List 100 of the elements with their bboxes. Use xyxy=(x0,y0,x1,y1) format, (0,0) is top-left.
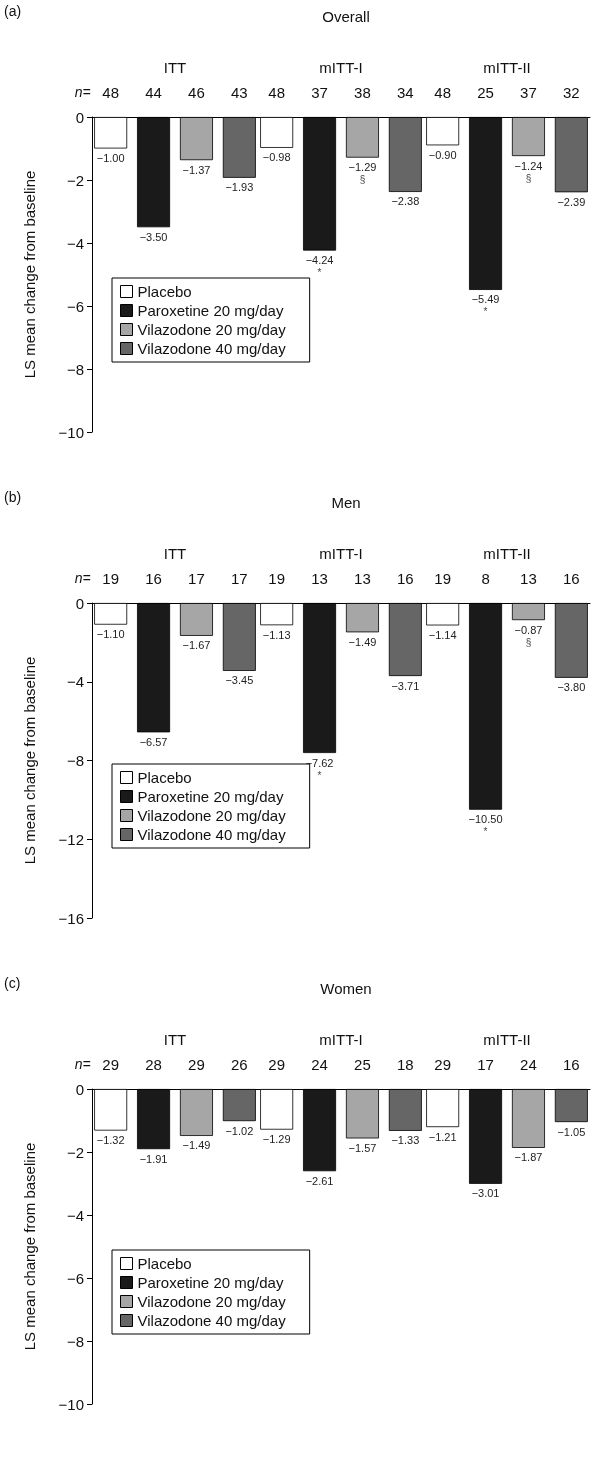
text: 24 xyxy=(520,1056,537,1073)
x-tick-label: mITT-II xyxy=(483,59,531,76)
data-label: −1.32 xyxy=(96,1134,125,1147)
text: 13 xyxy=(520,570,537,587)
y-tick-label: −16 xyxy=(58,909,84,927)
data-label: −1.49 xyxy=(182,1139,211,1152)
text: 17 xyxy=(477,1056,494,1073)
data-label: −1.29 xyxy=(348,161,377,174)
y-tick-label: −6 xyxy=(66,1269,84,1287)
text: 26 xyxy=(231,1056,248,1073)
data-label: −1.00 xyxy=(96,152,125,164)
text: 24 xyxy=(311,1056,328,1073)
data-label: −1.10 xyxy=(96,628,125,641)
text: 48 xyxy=(268,84,285,101)
x-tick-label: mITT-II xyxy=(483,1031,531,1048)
text: (b) xyxy=(4,489,22,505)
data-label: −4.24 xyxy=(305,254,334,267)
text: 13 xyxy=(354,570,371,587)
annotation: § xyxy=(525,636,532,648)
chart-title: Overall xyxy=(322,8,370,25)
legend-label: Vilazodone 20 mg/day xyxy=(137,1293,287,1310)
data-label: −6.57 xyxy=(139,735,168,748)
x-tick-label: mITT-I xyxy=(319,545,363,562)
text: (c) xyxy=(4,975,21,991)
data-label: −2.39 xyxy=(557,195,586,208)
text: 29 xyxy=(268,1056,285,1073)
text: 43 xyxy=(231,84,248,101)
y-tick-label: −8 xyxy=(66,1332,84,1350)
y-tick-label: −4 xyxy=(66,673,84,691)
data-label: −1.29 xyxy=(262,1133,291,1146)
data-label: −1.93 xyxy=(225,181,254,194)
text: 25 xyxy=(354,1056,371,1073)
legend-label: Vilazodone 20 mg/day xyxy=(137,321,287,338)
y-tick-label: −2 xyxy=(66,1143,84,1161)
data-label: −1.91 xyxy=(139,1152,168,1165)
y-tick-label: −10 xyxy=(58,1395,84,1413)
chart-title: Women xyxy=(320,980,372,997)
y-tick-label: −8 xyxy=(66,752,84,769)
legend-label: Placebo xyxy=(137,769,192,786)
text: 25 xyxy=(477,84,494,101)
data-label: −1.14 xyxy=(428,628,457,641)
annotation: * xyxy=(317,769,322,781)
data-label: −3.80 xyxy=(557,681,586,694)
y-axis-title: LS mean change from baseline xyxy=(21,1142,38,1351)
text: n= xyxy=(74,570,91,586)
data-label: −3.50 xyxy=(139,230,168,243)
text: 29 xyxy=(434,1056,451,1073)
legend-label: Vilazodone 40 mg/day xyxy=(137,826,287,843)
y-tick-label: 0 xyxy=(75,594,84,612)
text: n= xyxy=(74,1056,91,1072)
text: 37 xyxy=(520,84,537,101)
legend-label: Placebo xyxy=(137,283,192,300)
y-axis-title: LS mean change from baseline xyxy=(21,656,38,865)
data-label: −1.02 xyxy=(225,1124,254,1137)
annotation: * xyxy=(317,267,322,279)
data-label: −2.38 xyxy=(391,195,420,208)
data-label: −1.87 xyxy=(514,1151,543,1164)
data-label: −1.13 xyxy=(262,628,291,641)
data-label: −3.45 xyxy=(225,674,254,687)
y-tick-label: −12 xyxy=(58,830,84,848)
y-tick-label: −6 xyxy=(66,297,84,315)
y-tick-label: −10 xyxy=(58,423,84,441)
text: 16 xyxy=(145,570,162,587)
legend-label: Paroxetine 20 mg/day xyxy=(137,788,284,805)
text: 16 xyxy=(397,570,414,587)
data-label: −10.50 xyxy=(468,813,503,826)
text: 8 xyxy=(481,570,490,587)
data-label: −1.49 xyxy=(348,635,377,648)
x-tick-label: ITT xyxy=(163,545,187,562)
y-tick-label: −8 xyxy=(66,360,84,378)
y-axis-title: LS mean change from baseline xyxy=(21,170,38,379)
text: n= xyxy=(74,84,91,100)
data-label: −3.71 xyxy=(391,679,420,692)
data-label: −1.21 xyxy=(428,1130,457,1143)
y-tick-label: −4 xyxy=(66,1206,84,1224)
text: 17 xyxy=(231,570,248,587)
data-label: −7.62 xyxy=(305,756,334,769)
y-tick-label: −2 xyxy=(66,171,84,189)
legend-label: Paroxetine 20 mg/day xyxy=(137,1274,284,1291)
data-label: −0.98 xyxy=(262,151,291,164)
text: 19 xyxy=(434,570,451,587)
data-label: −1.67 xyxy=(182,639,211,652)
x-tick-label: ITT xyxy=(163,59,187,76)
data-label: −3.01 xyxy=(471,1187,500,1200)
data-label: −1.57 xyxy=(348,1141,377,1154)
annotation: § xyxy=(525,172,532,184)
text: 28 xyxy=(145,1056,162,1073)
y-tick-label: 0 xyxy=(75,108,84,126)
text: 48 xyxy=(102,84,119,101)
text: 48 xyxy=(434,84,451,101)
legend-label: Paroxetine 20 mg/day xyxy=(137,302,284,319)
text: 37 xyxy=(311,84,328,101)
x-tick-label: mITT-I xyxy=(319,59,363,76)
text: 44 xyxy=(145,84,162,101)
y-tick-label: 0 xyxy=(75,1080,84,1098)
annotation: § xyxy=(359,174,366,186)
data-label: −0.90 xyxy=(428,148,457,161)
data-label: −1.24 xyxy=(514,159,543,172)
legend-label: Placebo xyxy=(137,1255,192,1272)
text: 13 xyxy=(311,570,328,587)
